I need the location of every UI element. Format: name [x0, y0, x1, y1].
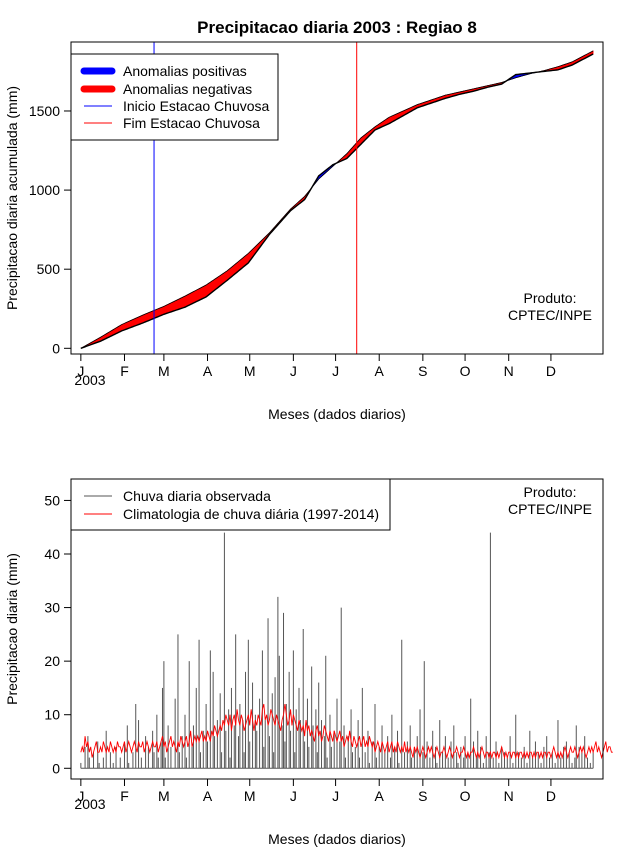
legend-label-climatology: Climatologia de chuva diária (1997-2014) [123, 506, 379, 522]
x-tick-label: N [504, 363, 514, 379]
bottom-legend: Chuva diaria observada Climatologia de c… [70, 478, 391, 531]
legend-label-season-end: Fim Estacao Chuvosa [123, 115, 260, 131]
bottom-product-label: Produto: [524, 484, 577, 500]
x-tick-label: M [244, 363, 256, 379]
x-tick-label: S [418, 363, 427, 379]
cumulative-lines-group [80, 50, 594, 349]
legend-label-negative: Anomalias negativas [123, 81, 252, 97]
climatology-line-group [80, 703, 613, 760]
bottom-product-source: CPTEC/INPE [508, 501, 592, 517]
x-tick-label: J [332, 363, 339, 379]
x-tick-label: J [290, 788, 297, 804]
x-tick-label: M [158, 363, 170, 379]
y-tick-label: 50 [44, 492, 60, 508]
top-y-axis: 0 500 1000 1500 [29, 103, 71, 356]
x-tick-label: S [418, 788, 427, 804]
x-tick-label: M [244, 788, 256, 804]
x-tick-label: F [120, 788, 129, 804]
y-tick-label: 500 [37, 261, 61, 277]
x-tick-label: O [460, 363, 471, 379]
x-tick-label: N [504, 788, 514, 804]
top-x-axis-label: Meses (dados diarios) [268, 406, 406, 422]
top-product-source: CPTEC/INPE [508, 307, 592, 323]
x-tick-label: A [203, 363, 213, 379]
x-tick-label: J [77, 788, 84, 804]
y-tick-label: 20 [44, 653, 60, 669]
top-plot-frame [70, 41, 604, 355]
x-tick-label: A [375, 788, 385, 804]
top-legend: Anomalias positivas Anomalias negativas … [70, 53, 279, 141]
x-tick-label: M [158, 788, 170, 804]
x-tick-label: O [460, 788, 471, 804]
chart-title: Precipitacao diaria 2003 : Regiao 8 [197, 18, 477, 37]
bottom-x-axis-label: Meses (dados diarios) [268, 831, 406, 847]
x-tick-label: J [332, 788, 339, 804]
y-tick-label: 30 [44, 600, 60, 616]
top-year-label: 2003 [74, 372, 105, 388]
observed-cumulative-line [80, 53, 594, 349]
bottom-year-label: 2003 [74, 796, 105, 812]
y-tick-label: 10 [44, 707, 60, 723]
x-tick-label: J [290, 363, 297, 379]
cumulative-chart: Precipitacao diaria 2003 : Regiao 8 J F M A… [4, 18, 604, 422]
legend-label-positive: Anomalias positivas [123, 63, 247, 79]
x-tick-label: D [546, 788, 556, 804]
top-y-axis-label: Precipitacao diaria acumulada (mm) [4, 86, 20, 310]
bottom-legend-box [70, 478, 391, 531]
bottom-y-axis: 0 10 20 30 40 50 [44, 492, 71, 776]
legend-label-season-start: Inicio Estacao Chuvosa [123, 98, 270, 114]
legend-label-observed: Chuva diaria observada [123, 488, 271, 504]
y-tick-label: 0 [52, 340, 60, 356]
y-tick-label: 1000 [29, 182, 60, 198]
x-tick-label: A [375, 363, 385, 379]
x-tick-label: J [77, 363, 84, 379]
y-tick-label: 40 [44, 546, 60, 562]
climatology-daily-line [80, 703, 613, 760]
x-tick-label: F [120, 363, 129, 379]
x-tick-label: A [203, 788, 213, 804]
x-tick-label: D [546, 363, 556, 379]
daily-chart: J F M A M J J A S O N D 0 10 20 30 40 50 2003 Meses (dad… [4, 478, 613, 847]
top-product-label: Produto: [524, 290, 577, 306]
y-tick-label: 0 [52, 760, 60, 776]
y-tick-label: 1500 [29, 103, 60, 119]
bottom-y-axis-label: Precipitacao diaria (mm) [4, 553, 20, 705]
